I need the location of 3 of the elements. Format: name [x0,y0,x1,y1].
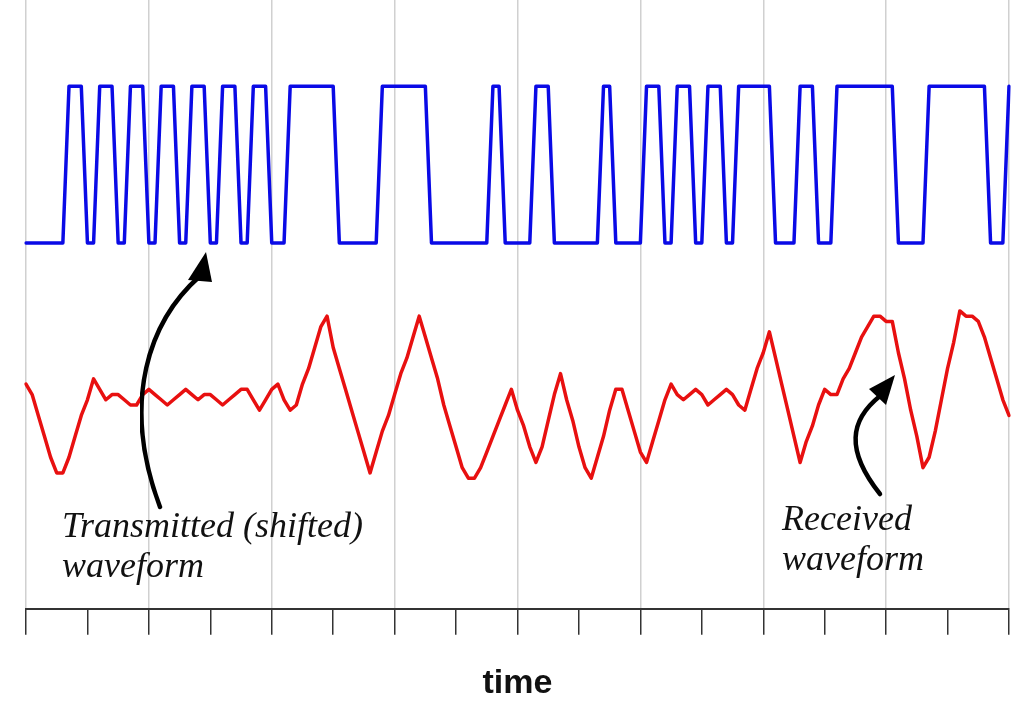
annotation: Transmitted (shifted) waveform [62,505,364,586]
annotation: Received waveform [781,498,924,579]
x-axis-title: time [482,661,553,700]
